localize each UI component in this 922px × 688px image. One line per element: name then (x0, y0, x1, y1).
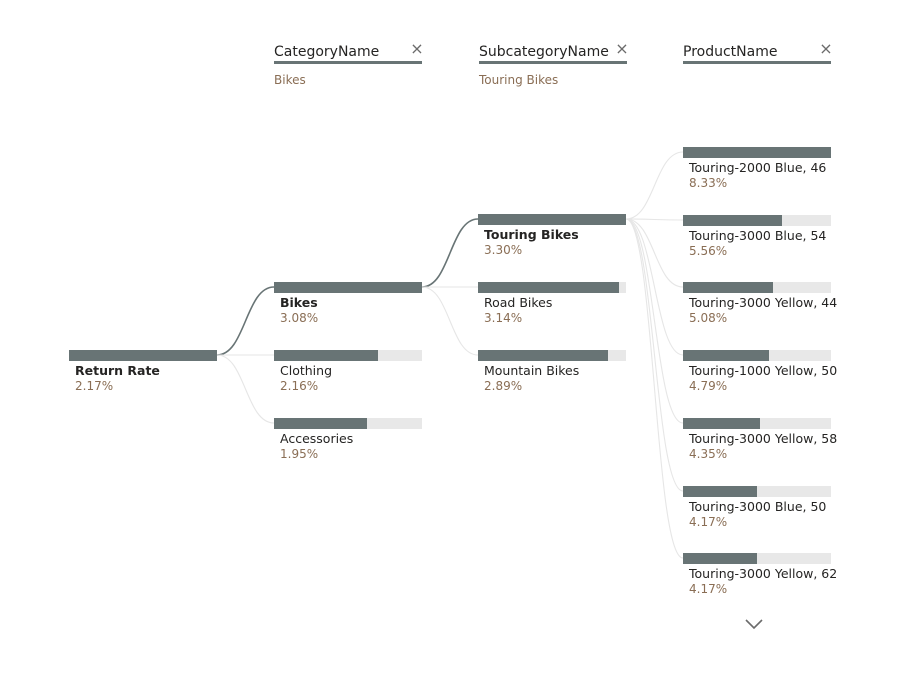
bar-track (683, 486, 831, 497)
column-underline (683, 61, 831, 64)
close-icon[interactable]: × (615, 39, 629, 58)
bar-track (478, 214, 626, 225)
node-value: 1.95% (280, 447, 319, 461)
bar-track (683, 350, 831, 361)
connector-subcategory-product (625, 151, 684, 220)
column-underline (479, 61, 627, 64)
column-header-product: ProductName × (683, 39, 833, 84)
bar-track (683, 147, 831, 158)
node-label: Return Rate (75, 363, 160, 378)
bar-fill (274, 350, 378, 361)
product-node[interactable]: Touring-1000 Yellow, 50 4.79% (683, 350, 837, 396)
bar-fill (274, 418, 368, 429)
bar-fill (683, 418, 760, 429)
bar-track (274, 350, 422, 361)
bar-track (683, 418, 831, 429)
bar-fill (478, 350, 609, 361)
node-value: 3.30% (484, 243, 523, 257)
node-value: 2.16% (280, 379, 319, 393)
connector-subcategory-product (625, 218, 684, 356)
bar-fill (683, 350, 769, 361)
node-value: 5.08% (689, 311, 728, 325)
bar-fill (274, 282, 422, 293)
connector-subcategory-product (625, 218, 684, 492)
node-value: 8.33% (689, 176, 728, 190)
column-title-subcategory: SubcategoryName (479, 44, 609, 60)
node-label: Touring-1000 Yellow, 50 (689, 363, 838, 378)
product-node[interactable]: Touring-3000 Yellow, 58 4.35% (683, 418, 837, 464)
node-value: 3.08% (280, 311, 319, 325)
bar-track (274, 418, 422, 429)
product-node[interactable]: Touring-3000 Blue, 54 5.56% (683, 215, 831, 261)
node-label: Road Bikes (484, 295, 553, 310)
bar-fill (683, 282, 774, 293)
node-label: Clothing (280, 363, 333, 378)
category-node-accessories[interactable]: Accessories 1.95% (274, 418, 422, 464)
connector-category-subcategory (421, 286, 479, 356)
close-icon[interactable]: × (819, 39, 833, 58)
bar-fill (478, 214, 626, 225)
node-label: Bikes (280, 295, 318, 310)
bar-fill (69, 350, 217, 361)
node-label: Touring-3000 Yellow, 44 (689, 295, 838, 310)
bar-track (274, 282, 422, 293)
product-node[interactable]: Touring-2000 Blue, 46 8.33% (683, 147, 831, 193)
column-title-product: ProductName (683, 44, 778, 60)
node-value: 2.17% (75, 379, 114, 393)
bar-fill (478, 282, 619, 293)
connector-root-category (216, 286, 275, 356)
product-node[interactable]: Touring-3000 Yellow, 62 4.17% (683, 553, 837, 599)
node-label: Accessories (280, 431, 354, 446)
bar-track (69, 350, 217, 361)
column-header-subcategory: SubcategoryName × Touring Bikes (479, 39, 629, 87)
bar-fill (683, 215, 783, 226)
product-node[interactable]: Touring-3000 Yellow, 44 5.08% (683, 282, 837, 328)
connector-subcategory-product (625, 218, 684, 221)
connector-subcategory-product (625, 218, 684, 559)
connector-category-subcategory (421, 218, 479, 288)
subcategory-node-mountain-bikes[interactable]: Mountain Bikes 2.89% (478, 350, 626, 396)
column-underline (274, 61, 422, 64)
bar-fill (683, 147, 831, 158)
close-icon[interactable]: × (410, 39, 424, 58)
node-value: 4.17% (689, 515, 728, 529)
column-header-category: CategoryName × Bikes (274, 39, 424, 87)
connector-subcategory-product (625, 218, 684, 288)
node-value: 3.14% (484, 311, 523, 325)
node-label: Touring-3000 Blue, 54 (689, 228, 827, 243)
root-node[interactable]: Return Rate 2.17% (69, 350, 217, 396)
node-value: 4.79% (689, 379, 728, 393)
node-label: Touring-3000 Yellow, 62 (689, 566, 838, 581)
node-label: Touring-3000 Blue, 50 (689, 499, 827, 514)
category-node-clothing[interactable]: Clothing 2.16% (274, 350, 422, 396)
node-label: Touring-3000 Yellow, 58 (689, 431, 838, 446)
bar-fill (683, 486, 757, 497)
connector-subcategory-product (625, 218, 684, 424)
bar-track (683, 282, 831, 293)
chevron-down-icon[interactable] (744, 617, 764, 631)
node-label: Touring Bikes (484, 227, 579, 242)
column-title-category: CategoryName (274, 44, 380, 60)
column-filter-category: Bikes (274, 73, 306, 87)
column-filter-subcategory: Touring Bikes (479, 73, 559, 87)
node-value: 2.89% (484, 379, 523, 393)
connector-root-category (216, 354, 275, 424)
subcategory-node-road-bikes[interactable]: Road Bikes 3.14% (478, 282, 626, 328)
bar-track (683, 553, 831, 564)
node-value: 4.35% (689, 447, 728, 461)
bar-track (478, 282, 626, 293)
bar-fill (683, 553, 757, 564)
product-node[interactable]: Touring-3000 Blue, 50 4.17% (683, 486, 831, 532)
node-value: 5.56% (689, 244, 728, 258)
category-node-bikes[interactable]: Bikes 3.08% (274, 282, 422, 328)
bar-track (683, 215, 831, 226)
bar-track (478, 350, 626, 361)
node-label: Mountain Bikes (484, 363, 580, 378)
subcategory-node-touring-bikes[interactable]: Touring Bikes 3.30% (478, 214, 626, 260)
node-value: 4.17% (689, 582, 728, 596)
node-label: Touring-2000 Blue, 46 (689, 160, 827, 175)
